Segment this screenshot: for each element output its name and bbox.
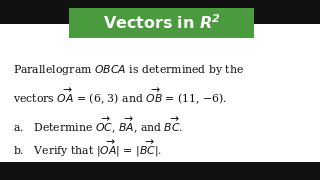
Bar (69, 8, 254, 38)
Text: vectors $\overrightarrow{OA}$ = (6, 3) and $\overrightarrow{OB}$ = (11, −6).: vectors $\overrightarrow{OA}$ = (6, 3) a… (13, 87, 227, 106)
Text: a.   Determine $\overrightarrow{OC}$, $\overrightarrow{BA}$, and $\overrightarro: a. Determine $\overrightarrow{OC}$, $\ov… (13, 115, 183, 135)
Text: b.   Verify that $|\overrightarrow{OA}|$ = $|\overrightarrow{BC}|$.: b. Verify that $|\overrightarrow{OA}|$ =… (13, 138, 162, 159)
Text: Parallelogram $\mathit{OBCA}$ is determined by the: Parallelogram $\mathit{OBCA}$ is determi… (13, 63, 244, 77)
Bar (0, 0, 320, 24)
Text: $\bf{Vectors\ in}$ $\bfit{R}^{2}$: $\bf{Vectors\ in}$ $\bfit{R}^{2}$ (103, 14, 220, 32)
Bar (0, 162, 320, 180)
